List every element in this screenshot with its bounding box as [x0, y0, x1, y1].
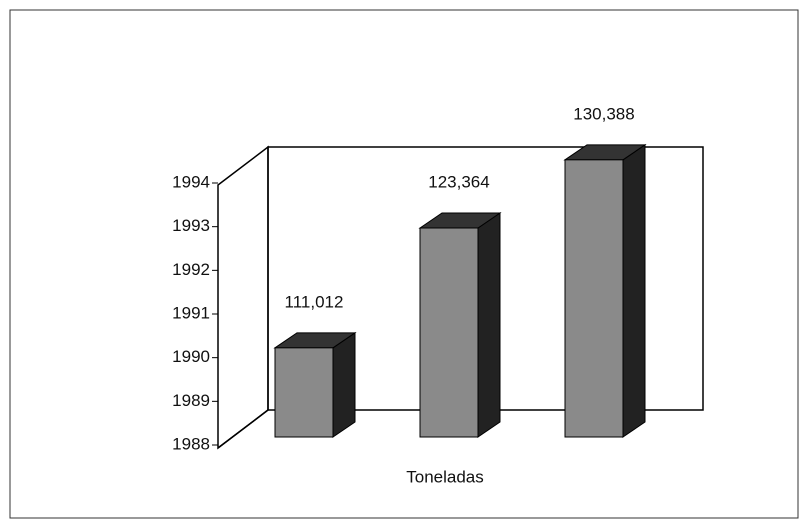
- bar-face: [622, 143, 646, 438]
- x-axis-label: Toneladas: [406, 467, 484, 486]
- value-label: 123,364: [428, 172, 489, 191]
- value-label: 130,388: [573, 104, 634, 123]
- frame: [9, 9, 799, 519]
- y-tick-label: 1993: [172, 216, 210, 235]
- value-label: 111,012: [285, 292, 344, 311]
- bar-face: [564, 159, 624, 438]
- y-tick-label: 1994: [172, 172, 210, 191]
- y-tick-label: 1989: [172, 391, 210, 410]
- bar: [563, 143, 647, 438]
- bar: [418, 212, 502, 438]
- y-tick-label: 1992: [172, 260, 210, 279]
- floor-edge: [217, 409, 269, 449]
- y-tick-label: 1990: [172, 347, 210, 366]
- y-tick-label: 1988: [172, 434, 210, 453]
- bar-face: [477, 212, 501, 438]
- bar-face: [419, 227, 479, 438]
- side-wall: [217, 145, 269, 450]
- y-tick-label: 1991: [172, 303, 210, 322]
- bar-face: [274, 347, 334, 438]
- bar: [273, 331, 357, 438]
- bar-face: [332, 331, 356, 438]
